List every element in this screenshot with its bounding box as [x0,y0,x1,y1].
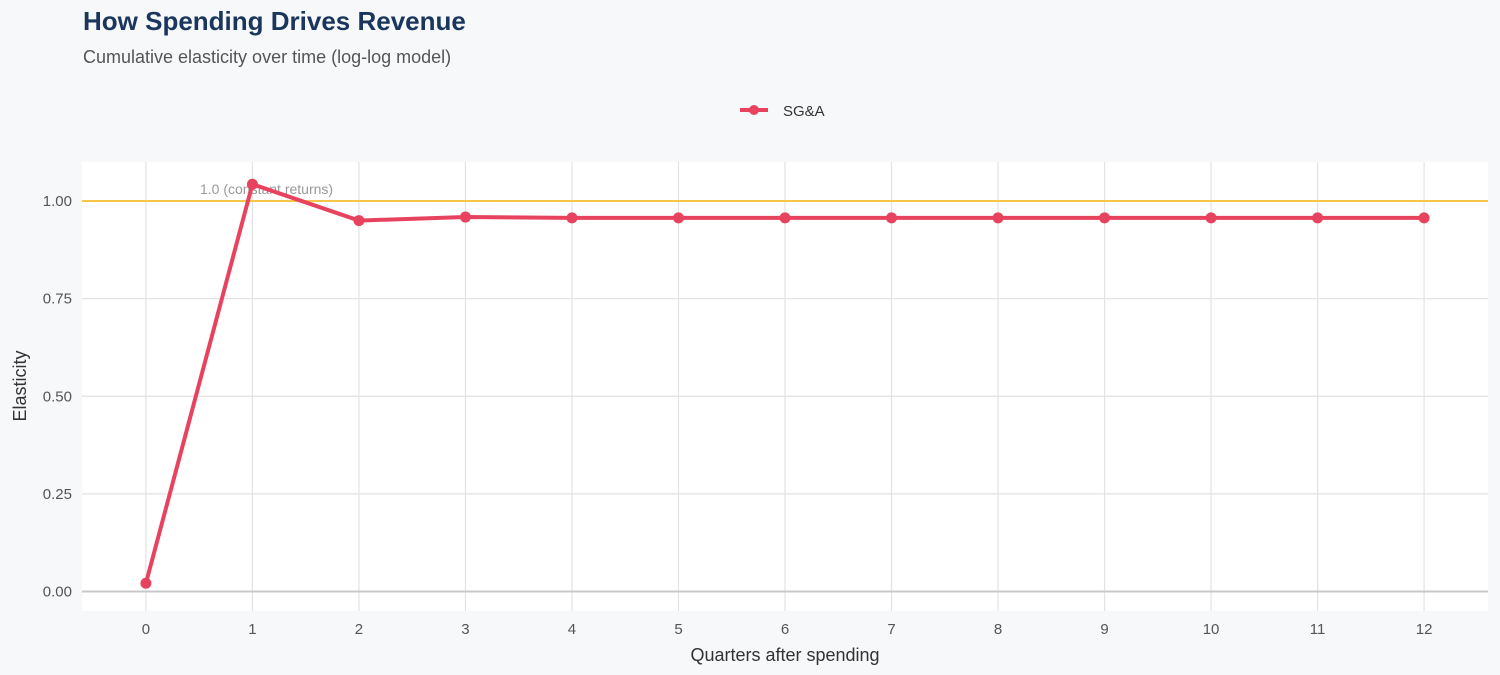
data-point [353,215,365,227]
x-tick-label: 8 [994,621,1002,638]
x-tick-label: 12 [1416,621,1433,638]
data-point [246,178,258,190]
x-tick-label: 7 [887,621,895,638]
data-point [992,212,1004,224]
data-point [886,212,898,224]
x-tick-label: 1 [248,621,256,638]
data-point [1099,212,1111,224]
x-tick-label: 3 [461,621,469,638]
legend-swatch-point [749,105,759,115]
x-axis-label: Quarters after spending [690,645,879,665]
y-tick-label: 0.25 [43,486,72,503]
data-point [779,212,791,224]
legend-label: SG&A [783,103,825,120]
data-point [672,212,684,224]
x-tick-label: 11 [1310,621,1326,638]
data-point [1312,212,1324,224]
y-tick-label: 0.00 [43,583,72,600]
x-tick-label: 4 [568,621,576,638]
y-tick-label: 0.50 [43,388,72,405]
x-tick-label: 6 [781,621,789,638]
x-tick-label: 10 [1203,621,1220,638]
y-axis-label: Elasticity [10,350,30,421]
y-tick-label: 0.75 [43,291,72,308]
legend: SG&A [740,103,825,120]
x-tick-label: 2 [355,621,363,638]
y-tick-label: 1.00 [43,193,72,210]
data-point [566,212,578,224]
data-point [459,211,471,223]
chart-subtitle: Cumulative elasticity over time (log-log… [83,47,452,67]
data-point [140,577,152,589]
x-tick-label: 5 [674,621,682,638]
x-tick-label: 0 [142,621,150,638]
chart-title: How Spending Drives Revenue [83,6,466,36]
x-tick-label: 9 [1100,621,1108,638]
data-point [1205,212,1217,224]
data-point [1418,212,1430,224]
